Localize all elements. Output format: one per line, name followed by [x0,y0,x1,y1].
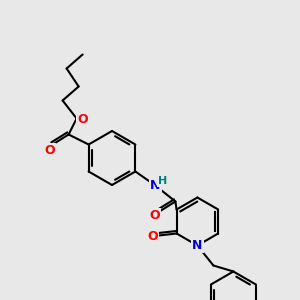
Text: H: H [158,176,167,187]
Text: N: N [150,179,161,192]
Text: O: O [149,209,160,222]
Text: O: O [77,113,88,126]
Text: O: O [44,144,55,157]
Text: O: O [147,230,158,243]
Text: N: N [192,239,203,252]
